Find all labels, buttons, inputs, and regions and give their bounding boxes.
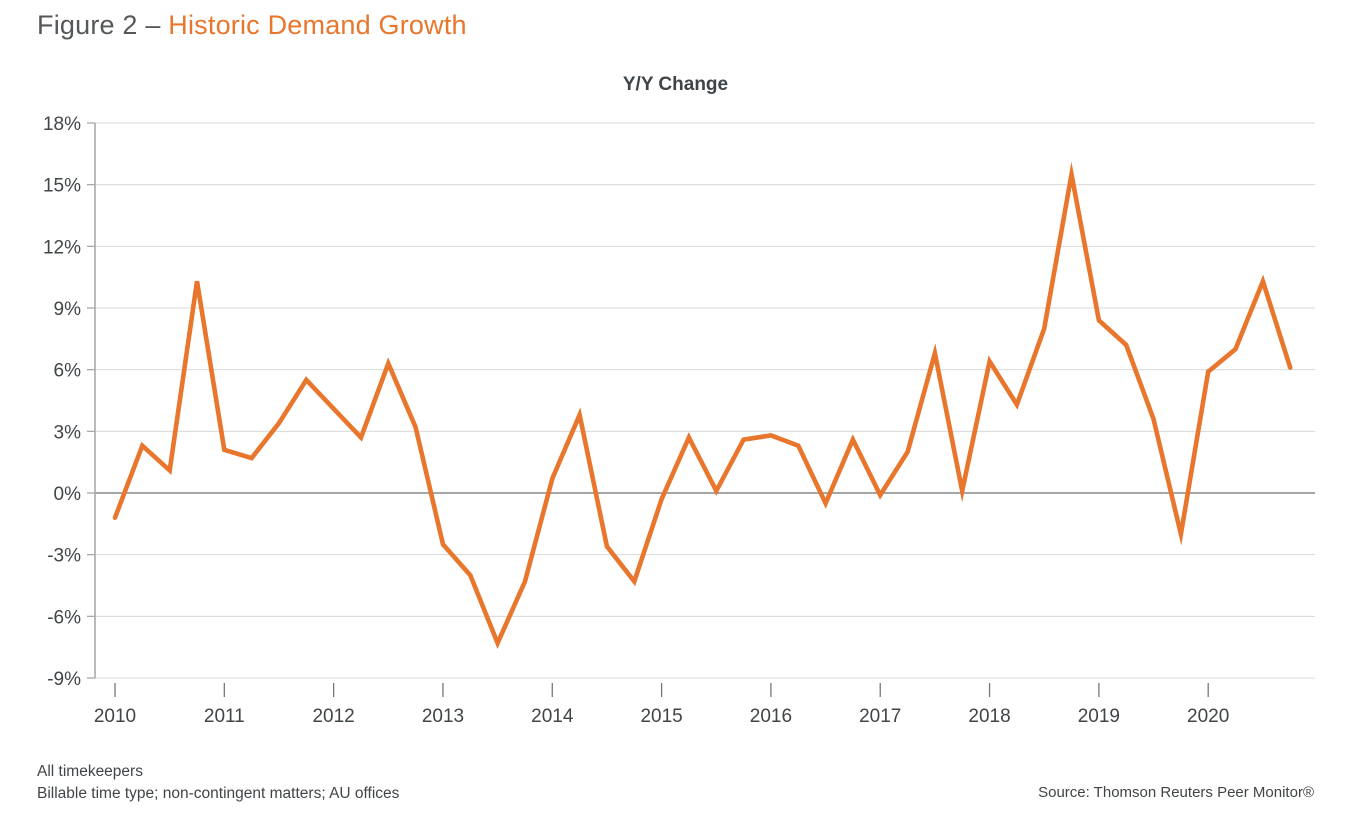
- figure-title: Figure 2 – Historic Demand Growth: [37, 10, 467, 41]
- x-axis-label: 2010: [94, 706, 136, 727]
- y-axis-label: 9%: [54, 299, 82, 320]
- footnote-scope: Billable time type; non-contingent matte…: [37, 785, 400, 802]
- x-axis-label: 2016: [750, 706, 792, 727]
- source-attribution: Source: Thomson Reuters Peer Monitor®: [1038, 784, 1314, 801]
- y-axis-label: 15%: [43, 176, 81, 197]
- x-axis-label: 2017: [859, 706, 901, 727]
- x-axis-label: 2015: [640, 706, 682, 727]
- x-axis-label: 2020: [1187, 706, 1229, 727]
- y-axis-label: 12%: [43, 237, 81, 258]
- y-axis-label: 3%: [54, 422, 82, 443]
- x-axis-label: 2013: [422, 706, 464, 727]
- x-axis-label: 2012: [312, 706, 354, 727]
- x-axis-label: 2019: [1078, 706, 1120, 727]
- y-axis-label: 6%: [54, 361, 82, 382]
- chart-subtitle: Y/Y Change: [622, 74, 729, 95]
- x-axis-label: 2014: [531, 706, 574, 727]
- demand-growth-chart: 18% 15% 12% 9% 6% 3% 0% -3% -6% -9% 2010 2011 2012 20…: [43, 114, 1315, 727]
- figure-title-highlight: Historic Demand Growth: [168, 10, 467, 40]
- x-axis-label: 2011: [204, 706, 245, 727]
- y-axis-label: 0%: [54, 484, 82, 505]
- demand-growth-line: [112, 161, 1293, 650]
- figure-title-prefix: Figure 2 –: [37, 10, 169, 40]
- x-axis-label: 2018: [968, 706, 1010, 727]
- footnote-timekeepers: All timekeepers: [37, 763, 143, 780]
- y-axis-label: -6%: [47, 607, 81, 628]
- chart-footnotes: All timekeepers Billable time type; non-…: [37, 761, 399, 805]
- y-axis-label: -3%: [47, 546, 81, 567]
- y-axis-label: -9%: [47, 669, 81, 690]
- y-axis-label: 18%: [43, 114, 81, 135]
